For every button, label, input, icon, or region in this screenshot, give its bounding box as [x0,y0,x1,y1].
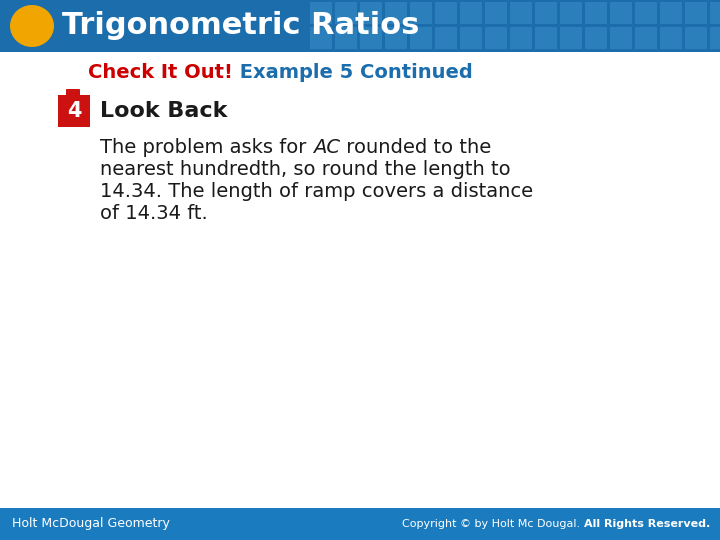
FancyBboxPatch shape [585,27,607,49]
FancyBboxPatch shape [535,2,557,24]
Text: nearest hundredth, so round the length to: nearest hundredth, so round the length t… [100,160,510,179]
FancyBboxPatch shape [510,27,532,49]
Text: 14.34. The length of ramp covers a distance: 14.34. The length of ramp covers a dista… [100,182,533,201]
Text: rounded to the: rounded to the [340,138,491,157]
Text: Check It Out!: Check It Out! [88,63,233,82]
FancyBboxPatch shape [685,27,707,49]
FancyBboxPatch shape [460,2,482,24]
FancyBboxPatch shape [0,0,720,52]
FancyBboxPatch shape [435,2,457,24]
FancyBboxPatch shape [410,27,432,49]
FancyBboxPatch shape [585,2,607,24]
FancyBboxPatch shape [310,2,332,24]
FancyBboxPatch shape [710,27,720,49]
Text: Trigonometric Ratios: Trigonometric Ratios [62,11,419,40]
FancyBboxPatch shape [0,508,720,540]
Ellipse shape [10,5,54,47]
Text: The problem asks for: The problem asks for [100,138,312,157]
FancyBboxPatch shape [435,27,457,49]
FancyBboxPatch shape [610,2,632,24]
FancyBboxPatch shape [58,95,90,127]
Text: Example 5 Continued: Example 5 Continued [233,63,472,82]
FancyBboxPatch shape [685,2,707,24]
FancyBboxPatch shape [635,27,657,49]
FancyBboxPatch shape [510,2,532,24]
FancyBboxPatch shape [385,27,407,49]
Text: of 14.34 ft.: of 14.34 ft. [100,204,208,223]
FancyBboxPatch shape [660,2,682,24]
FancyBboxPatch shape [560,2,582,24]
FancyBboxPatch shape [485,27,507,49]
FancyBboxPatch shape [710,2,720,24]
FancyBboxPatch shape [610,27,632,49]
FancyBboxPatch shape [560,27,582,49]
FancyBboxPatch shape [635,2,657,24]
FancyBboxPatch shape [535,27,557,49]
Text: AC: AC [312,138,340,157]
Text: All Rights Reserved.: All Rights Reserved. [584,519,710,529]
FancyBboxPatch shape [460,27,482,49]
Text: Look Back: Look Back [100,101,228,121]
Text: Holt McDougal Geometry: Holt McDougal Geometry [12,517,170,530]
Text: 4: 4 [67,101,81,121]
FancyBboxPatch shape [485,2,507,24]
FancyBboxPatch shape [335,2,357,24]
FancyBboxPatch shape [310,27,332,49]
FancyBboxPatch shape [360,27,382,49]
FancyBboxPatch shape [66,89,80,98]
FancyBboxPatch shape [410,2,432,24]
FancyBboxPatch shape [360,2,382,24]
FancyBboxPatch shape [385,2,407,24]
FancyBboxPatch shape [335,27,357,49]
Text: Copyright © by Holt Mc Dougal.: Copyright © by Holt Mc Dougal. [402,519,584,529]
FancyBboxPatch shape [660,27,682,49]
